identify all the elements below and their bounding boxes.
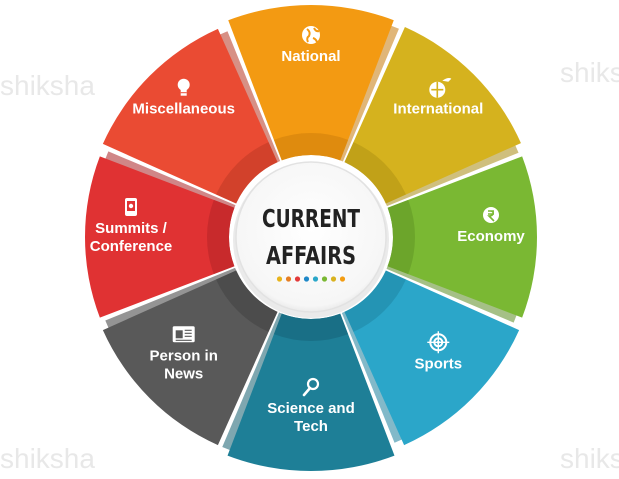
center-circle	[235, 161, 387, 313]
watermark-text: shiksha	[560, 57, 619, 88]
segment-inner-band	[216, 142, 278, 204]
phone-icon	[125, 198, 137, 216]
center-hub: CURRENT AFFAIRS	[233, 161, 389, 318]
segment-label-national: National	[281, 48, 340, 65]
segment-inner-band	[273, 313, 349, 341]
color-dot	[303, 276, 310, 282]
segment-wedge	[84, 156, 235, 318]
segment-wedge	[344, 270, 520, 446]
color-dot	[321, 276, 328, 282]
watermark-text: shiksha	[560, 443, 619, 474]
segment-wedge	[344, 27, 521, 204]
segment-label-summits-line2: Conference	[90, 238, 173, 255]
segment-wedge	[102, 28, 278, 204]
segment-label-misc: Miscellaneous	[132, 101, 235, 118]
color-dot	[330, 276, 337, 282]
color-dot	[339, 276, 346, 282]
segment-label-economy: Economy	[457, 228, 525, 245]
segment-inner-band	[207, 199, 235, 275]
magnifier-icon	[302, 377, 320, 397]
segment-inner-band	[216, 270, 278, 332]
bulb-icon	[177, 78, 190, 96]
color-dots	[276, 276, 346, 282]
segment-label-person-news-line1: Person in	[150, 347, 218, 364]
segment-international: International	[344, 27, 521, 207]
segment-label-science-tech-line1: Science and	[267, 400, 355, 417]
segment-inner-band	[387, 199, 415, 275]
segment-sports: Sports	[341, 270, 520, 446]
segment-summits: Summits /Conference	[84, 151, 236, 318]
segment-label-science-tech-line2: Tech	[294, 418, 328, 435]
segment-wedge	[227, 313, 395, 471]
center-title-line2: AFFAIRS	[266, 241, 356, 270]
segment-misc: Miscellaneous	[102, 28, 281, 204]
watermark-text: shiksha	[0, 70, 95, 101]
segment-national: National	[228, 5, 399, 162]
watermark-text: shiksha	[0, 443, 95, 474]
segment-wedge	[102, 270, 278, 446]
center-title-line1: CURRENT	[262, 204, 360, 233]
segment-label-international: International	[393, 101, 483, 118]
target-icon	[427, 331, 450, 354]
segment-label-sports: Sports	[415, 355, 463, 372]
rupee-icon	[483, 207, 499, 223]
segment-wedge	[387, 156, 537, 318]
newspaper-icon	[172, 326, 195, 343]
segment-inner-band	[273, 133, 349, 161]
segment-economy: Economy	[386, 156, 537, 323]
segment-inner-band	[344, 142, 406, 204]
segment-inner-band	[344, 270, 406, 332]
segment-wedge	[228, 5, 394, 161]
color-dot	[294, 276, 301, 282]
globe-icon	[302, 26, 320, 44]
color-dot	[285, 276, 292, 282]
segment-label-summits-line1: Summits /	[95, 220, 168, 237]
segment-label-person-news-line2: News	[164, 365, 203, 382]
globe-plane-icon	[429, 78, 452, 98]
color-dot	[276, 276, 283, 282]
color-dot	[312, 276, 319, 282]
